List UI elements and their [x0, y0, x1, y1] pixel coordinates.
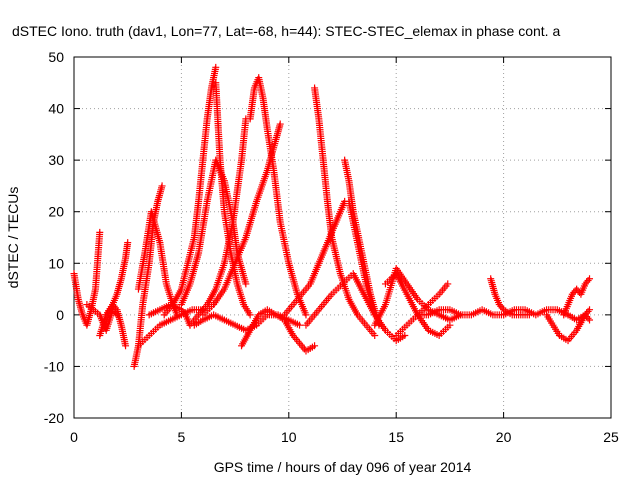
data-series [134, 306, 207, 350]
data-point [584, 276, 592, 284]
data-point [158, 182, 166, 190]
data-series [130, 182, 166, 370]
data-series [186, 115, 250, 329]
y-tick-label: 30 [48, 152, 64, 168]
data-series [500, 306, 572, 319]
data-point [498, 304, 506, 312]
x-tick-label: 0 [70, 429, 78, 445]
data-point [302, 311, 310, 319]
data-point [586, 306, 594, 314]
y-tick-label: 0 [56, 307, 64, 323]
data-point [446, 321, 454, 329]
y-tick-label: 20 [48, 204, 64, 220]
y-axis-label: dSTEC / TECUs [5, 187, 21, 289]
axis-ticks: 0 5 10 15 20 25 -20 -10 0 10 20 30 40 50 [44, 49, 619, 445]
data-point [371, 331, 379, 339]
data-point [276, 120, 284, 128]
data-series [246, 74, 310, 319]
data-series [341, 156, 383, 329]
x-tick-label: 25 [603, 429, 619, 445]
data-point [586, 316, 594, 324]
data-series [302, 270, 379, 329]
data-point [246, 311, 254, 319]
data-series [543, 306, 594, 345]
data-point [112, 304, 120, 312]
x-tick-label: 10 [281, 429, 297, 445]
y-tick-label: -20 [44, 410, 64, 426]
data-point [444, 280, 452, 288]
data-series [381, 270, 454, 339]
data-point [242, 280, 250, 288]
x-tick-label: 5 [178, 429, 186, 445]
x-tick-label: 15 [388, 429, 404, 445]
data-series [564, 311, 594, 324]
x-tick-label: 20 [496, 429, 512, 445]
data-point [584, 314, 592, 322]
y-tick-label: 50 [48, 49, 64, 65]
data-point [296, 321, 304, 329]
y-tick-label: 10 [48, 255, 64, 271]
data-series [281, 197, 349, 319]
data-series [238, 306, 319, 355]
y-tick-label: 40 [48, 101, 64, 117]
data-points [70, 63, 594, 370]
x-axis-label: GPS time / hours of day 096 of year 2014 [214, 459, 472, 475]
data-point [96, 228, 104, 236]
data-series [160, 63, 220, 319]
data-series [414, 306, 508, 319]
data-series [560, 275, 594, 319]
data-series [96, 301, 130, 350]
data-point [212, 63, 220, 71]
data-point [180, 309, 188, 317]
plot-frame [73, 56, 612, 419]
data-series [177, 156, 250, 309]
chart-title: dSTEC Iono. truth (dav1, Lon=77, Lat=-68… [12, 23, 560, 39]
data-point [401, 331, 409, 339]
y-tick-label: -10 [44, 358, 64, 374]
data-point [124, 239, 132, 247]
data-point [586, 275, 594, 283]
data-series [392, 280, 452, 339]
data-point [311, 342, 319, 350]
data-point [122, 342, 130, 350]
